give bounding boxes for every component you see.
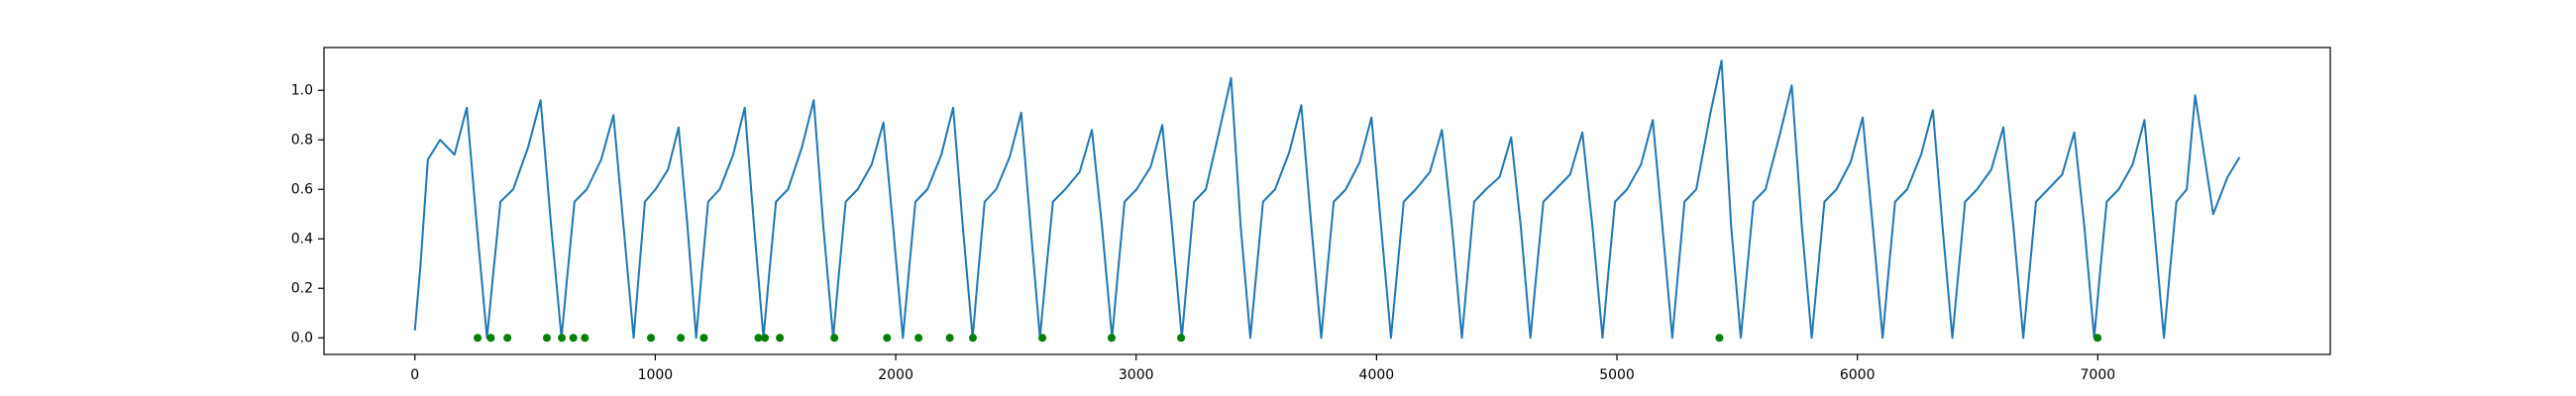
data-point (1715, 334, 1724, 343)
data-point (2093, 334, 2102, 343)
data-point (569, 334, 578, 343)
data-point (830, 334, 839, 343)
x-tick-label: 6000 (1840, 367, 1876, 383)
data-point (1177, 334, 1186, 343)
x-tick-label: 1000 (638, 367, 674, 383)
y-tick-label: 0.4 (291, 231, 313, 247)
y-tick-label: 0.8 (291, 132, 313, 148)
x-tick-label: 4000 (1359, 367, 1395, 383)
x-tick-label: 3000 (1119, 367, 1154, 383)
data-point (754, 334, 763, 343)
x-tick-label: 0 (410, 367, 419, 383)
data-point (883, 334, 892, 343)
data-point (542, 334, 551, 343)
data-point (968, 334, 977, 343)
data-point (914, 334, 923, 343)
data-line (413, 59, 2241, 340)
x-tick-label: 5000 (1599, 367, 1635, 383)
x-tick-label: 7000 (2081, 367, 2116, 383)
data-point (486, 334, 495, 343)
data-point (474, 334, 483, 343)
data-point (1038, 334, 1047, 343)
data-point (761, 334, 770, 343)
y-tick-label: 0.2 (291, 280, 313, 296)
data-point (1107, 334, 1116, 343)
data-point (557, 334, 566, 343)
data-point (776, 334, 785, 343)
data-point (503, 334, 512, 343)
y-tick-label: 1.0 (291, 82, 313, 98)
axes-frame (323, 47, 2331, 355)
data-point (647, 334, 656, 343)
data-point (945, 334, 954, 343)
data-point (699, 334, 708, 343)
data-point (677, 334, 686, 343)
x-tick-label: 2000 (878, 367, 913, 383)
y-tick-label: 0.0 (291, 330, 313, 346)
data-point (581, 334, 590, 343)
plot-area (413, 59, 2241, 343)
y-tick-label: 0.6 (291, 181, 313, 197)
